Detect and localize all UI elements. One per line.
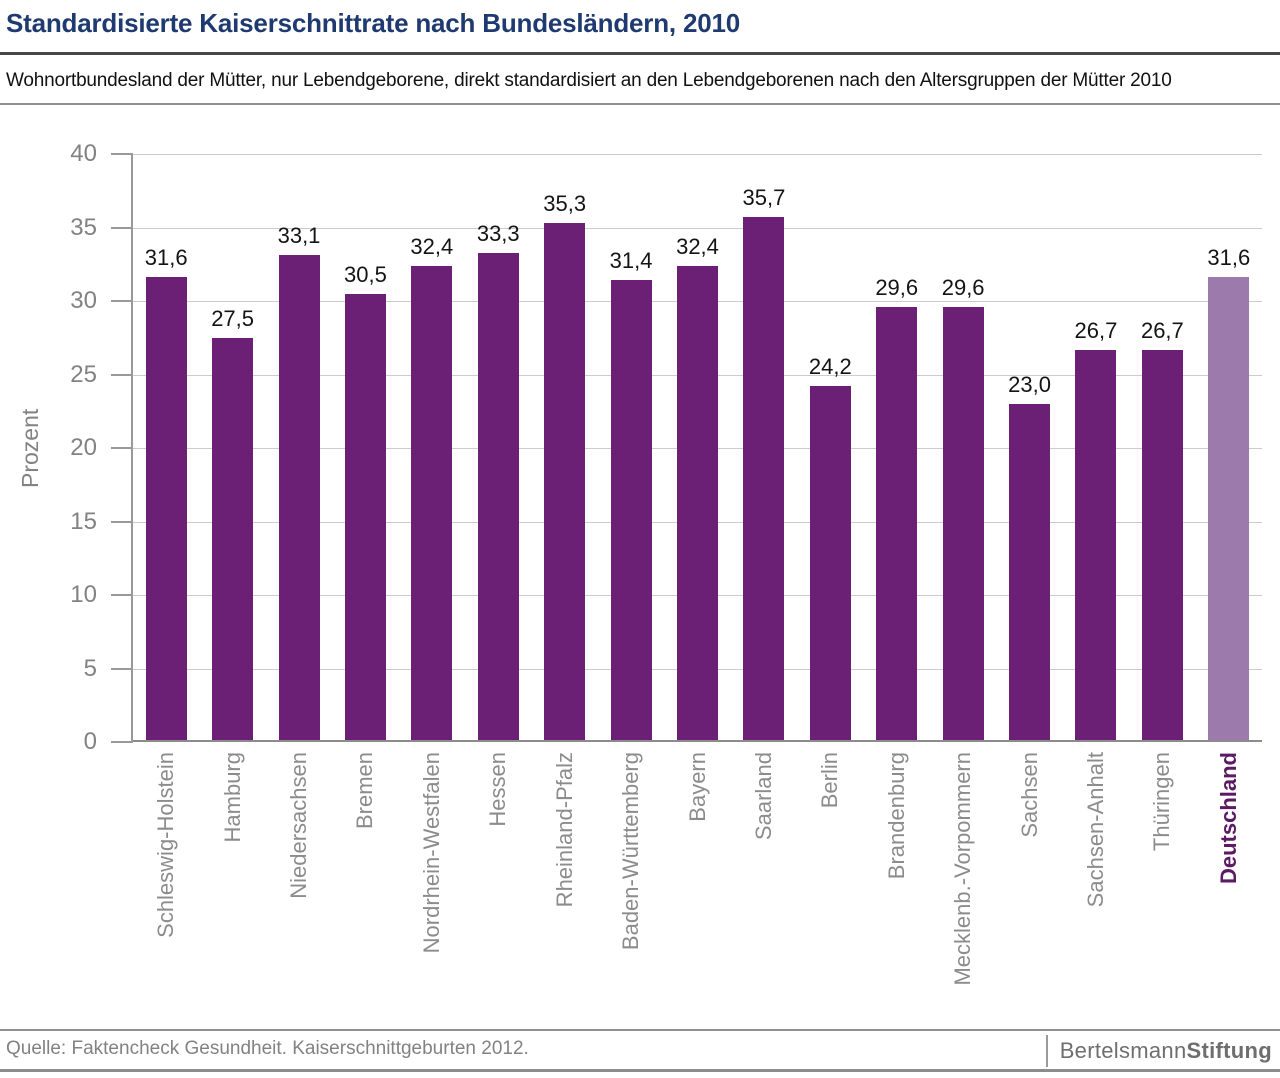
bar-value-label-Rheinland-Pfalz: 35,3 [543, 191, 587, 217]
x-axis-line [133, 740, 1262, 742]
bar-value-label-Mecklenb.-Vorpommern: 29,6 [941, 274, 985, 300]
x-tick-label-Berlin: Berlin [817, 752, 843, 809]
bar-value-label-Hessen: 33,3 [476, 220, 520, 246]
x-tick-label-Rheinland-Pfalz: Rheinland-Pfalz [551, 752, 577, 908]
y-tick-label-5: 5 [83, 654, 97, 682]
y-tick-mark-30 [111, 300, 133, 302]
bar-chart-plot-area: 0 5 10 15 20 25 30 35 40 31,6 27,5 33,1 30,5 32,4 33,3… [70, 140, 1262, 755]
x-tick-label-Sachsen-Anhalt: Sachsen-Anhalt [1082, 752, 1108, 908]
bar-Sachsen [1009, 403, 1051, 742]
y-tick-label-35: 35 [70, 213, 97, 241]
bar-value-label-Niedersachsen: 33,1 [277, 223, 321, 249]
y-tick-label-15: 15 [70, 507, 97, 535]
subtitle-divider [0, 103, 1280, 105]
y-tick-mark-0 [111, 741, 133, 743]
source-note: Quelle: Faktencheck Gesundheit. Kaisersc… [6, 1038, 529, 1059]
bar-value-label-Thüringen: 26,7 [1140, 317, 1184, 343]
bar-value-label-Bremen: 30,5 [344, 261, 387, 287]
y-tick-mark-35 [111, 226, 133, 229]
bar-Brandenburg [876, 306, 918, 742]
bar-Berlin [809, 386, 851, 742]
x-tick-label-Thüringen: Thüringen [1149, 752, 1175, 852]
bar-value-label-Deutschland: 31,6 [1207, 245, 1251, 271]
title-divider [0, 52, 1280, 55]
x-tick-label-Hessen: Hessen [485, 752, 511, 827]
footer-divider [0, 1029, 1280, 1031]
y-tick-label-30: 30 [70, 287, 97, 314]
bar-Rheinland-Pfalz [544, 223, 586, 742]
bar-Schleswig-Holstein [145, 277, 187, 742]
y-tick-mark-20 [111, 447, 133, 449]
x-tick-label-Nordrhein-Westfalen: Nordrhein-Westfalen [418, 752, 444, 954]
x-tick-label-Hamburg: Hamburg [219, 752, 245, 843]
x-tick-label-Bremen: Bremen [352, 752, 378, 830]
y-tick-mark-5 [111, 667, 133, 670]
bar-Mecklenb.-Vorpommern [942, 306, 984, 742]
y-tick-mark-25 [111, 373, 133, 376]
logo-text-stiftung: Stiftung [1186, 1038, 1272, 1063]
bar-value-label-Hamburg: 27,5 [211, 305, 255, 331]
page-title: Standardisierte Kaiserschnittrate nach B… [6, 8, 740, 38]
x-tick-label-Bayern: Bayern [684, 752, 710, 822]
bar-value-label-Bayern: 32,4 [676, 233, 719, 259]
bar-Bremen [344, 293, 386, 742]
bar-Hessen [477, 252, 519, 742]
x-axis-labels: Schleswig-Holstein Hamburg Niedersachsen Br… [133, 752, 1262, 1024]
y-tick-mark-15 [111, 520, 133, 523]
y-tick-mark-10 [111, 594, 133, 596]
y-tick-mark-40 [111, 153, 133, 155]
bar-value-label-Berlin: 24,2 [808, 354, 852, 380]
bar-value-label-Nordrhein-Westfalen: 32,4 [410, 233, 454, 259]
bar-Hamburg [212, 337, 254, 742]
logo-divider-bar [1045, 1035, 1048, 1067]
y-tick-label-25: 25 [70, 360, 97, 388]
x-tick-label-Brandenburg: Brandenburg [883, 752, 909, 880]
x-tick-label-Baden-Württemberg: Baden-Württemberg [618, 752, 644, 951]
gridline-40 [133, 154, 1262, 155]
bar-Baden-Württemberg [610, 280, 652, 742]
logo-text-bertelsmann: Bertelsmann [1059, 1038, 1187, 1063]
x-tick-label-Mecklenb.-Vorpommern: Mecklenb.-Vorpommern [950, 752, 976, 986]
bar-Thüringen [1141, 349, 1183, 742]
bar-Bayern [677, 265, 718, 742]
bar-Saarland [743, 217, 785, 742]
x-tick-label-Sachsen: Sachsen [1016, 752, 1042, 838]
chart-subtitle: Wohnortbundesland der Mütter, nur Lebend… [6, 70, 1172, 91]
bar-highlight-Deutschland [1208, 277, 1250, 742]
x-tick-label-Deutschland: Deutschland [1215, 752, 1241, 885]
bar-Nordrhein-Westfalen [411, 265, 453, 742]
gridline-35 [133, 227, 1262, 229]
bar-value-label-Schleswig-Holstein: 31,6 [144, 245, 188, 271]
y-tick-label-0: 0 [83, 728, 97, 755]
y-tick-label-20: 20 [70, 434, 97, 461]
bar-value-label-Saarland: 35,7 [742, 185, 786, 211]
x-tick-label-Niedersachsen: Niedersachsen [286, 752, 312, 899]
bar-Niedersachsen [278, 255, 320, 742]
y-tick-label-40: 40 [70, 140, 97, 167]
bar-value-label-Sachsen-Anhalt: 26,7 [1074, 317, 1118, 343]
y-tick-label-10: 10 [70, 581, 97, 608]
bar-value-label-Brandenburg: 29,6 [875, 274, 919, 300]
bar-value-label-Sachsen: 23,0 [1008, 371, 1051, 397]
y-axis-line [131, 154, 133, 742]
x-tick-label-Saarland: Saarland [750, 752, 776, 841]
bottom-border [0, 1069, 1280, 1072]
bar-value-label-Baden-Württemberg: 31,4 [609, 248, 653, 274]
x-tick-label-Schleswig-Holstein: Schleswig-Holstein [153, 752, 179, 938]
bertelsmann-stiftung-logo: Bertelsmann Stiftung [1045, 1034, 1272, 1068]
bar-Sachsen-Anhalt [1075, 349, 1117, 742]
